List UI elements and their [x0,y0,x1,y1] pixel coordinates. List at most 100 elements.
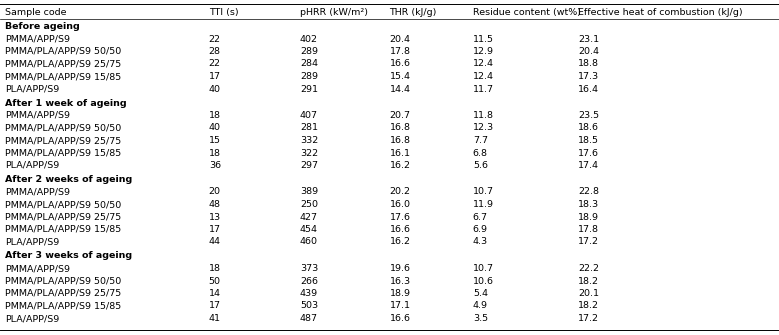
Text: Before ageing: Before ageing [5,22,79,31]
Text: THR (kJ/g): THR (kJ/g) [390,8,437,17]
Text: PMMA/PLA/APP/S9 50/50: PMMA/PLA/APP/S9 50/50 [5,276,121,285]
Text: 16.6: 16.6 [390,60,411,68]
Text: PMMA/PLA/APP/S9 15/85: PMMA/PLA/APP/S9 15/85 [5,148,121,157]
Text: PMMA/PLA/APP/S9 15/85: PMMA/PLA/APP/S9 15/85 [5,72,121,81]
Text: 16.8: 16.8 [390,124,411,133]
Text: 322: 322 [300,148,318,157]
Text: 17.8: 17.8 [390,47,411,56]
Text: 284: 284 [300,60,318,68]
Text: 17: 17 [209,302,220,311]
Text: 36: 36 [209,161,221,170]
Text: 4.9: 4.9 [473,302,488,311]
Text: 18.6: 18.6 [578,124,599,133]
Text: PMMA/PLA/APP/S9 50/50: PMMA/PLA/APP/S9 50/50 [5,47,121,56]
Text: 12.9: 12.9 [473,47,494,56]
Text: 15: 15 [209,136,220,145]
Text: 402: 402 [300,35,318,44]
Text: PMMA/APP/S9: PMMA/APP/S9 [5,111,69,120]
Text: 23.1: 23.1 [578,35,599,44]
Text: 373: 373 [300,264,318,273]
Text: 48: 48 [209,200,220,209]
Text: 50: 50 [209,276,220,285]
Text: After 3 weeks of ageing: After 3 weeks of ageing [5,252,132,261]
Text: PMMA/PLA/APP/S9 25/75: PMMA/PLA/APP/S9 25/75 [5,212,121,221]
Text: 15.4: 15.4 [390,72,411,81]
Text: 297: 297 [300,161,318,170]
Text: 16.8: 16.8 [390,136,411,145]
Text: 503: 503 [300,302,318,311]
Text: 7.7: 7.7 [473,136,488,145]
Text: 14: 14 [209,289,220,298]
Text: TTI (s): TTI (s) [209,8,238,17]
Text: 17.6: 17.6 [578,148,599,157]
Text: 11.9: 11.9 [473,200,494,209]
Text: 22.2: 22.2 [578,264,599,273]
Text: 291: 291 [300,84,318,93]
Text: 439: 439 [300,289,318,298]
Text: 18: 18 [209,148,220,157]
Text: 17.2: 17.2 [578,314,599,323]
Text: 28: 28 [209,47,220,56]
Text: PLA/APP/S9: PLA/APP/S9 [5,238,59,247]
Text: 20.1: 20.1 [578,289,599,298]
Text: PMMA/PLA/APP/S9 25/75: PMMA/PLA/APP/S9 25/75 [5,136,121,145]
Text: PMMA/PLA/APP/S9 25/75: PMMA/PLA/APP/S9 25/75 [5,60,121,68]
Text: 18.9: 18.9 [578,212,599,221]
Text: 40: 40 [209,84,220,93]
Text: 11.8: 11.8 [473,111,494,120]
Text: 17.8: 17.8 [578,225,599,234]
Text: 487: 487 [300,314,318,323]
Text: 10.7: 10.7 [473,188,494,197]
Text: 20.4: 20.4 [578,47,599,56]
Text: PMMA/APP/S9: PMMA/APP/S9 [5,188,69,197]
Text: 20.4: 20.4 [390,35,411,44]
Text: 266: 266 [300,276,318,285]
Text: pHRR (kW/m²): pHRR (kW/m²) [300,8,368,17]
Text: 332: 332 [300,136,318,145]
Text: PMMA/APP/S9: PMMA/APP/S9 [5,35,69,44]
Text: PMMA/PLA/APP/S9 50/50: PMMA/PLA/APP/S9 50/50 [5,200,121,209]
Text: Sample code: Sample code [5,8,66,17]
Text: PMMA/PLA/APP/S9 15/85: PMMA/PLA/APP/S9 15/85 [5,225,121,234]
Text: 18.2: 18.2 [578,302,599,311]
Text: PMMA/PLA/APP/S9 50/50: PMMA/PLA/APP/S9 50/50 [5,124,121,133]
Text: 17.4: 17.4 [578,161,599,170]
Text: 16.2: 16.2 [390,161,411,170]
Text: 23.5: 23.5 [578,111,599,120]
Text: 17.2: 17.2 [578,238,599,247]
Text: 454: 454 [300,225,318,234]
Text: 22: 22 [209,60,220,68]
Text: 5.4: 5.4 [473,289,488,298]
Text: 44: 44 [209,238,220,247]
Text: 460: 460 [300,238,318,247]
Text: 16.6: 16.6 [390,314,411,323]
Text: PMMA/PLA/APP/S9 25/75: PMMA/PLA/APP/S9 25/75 [5,289,121,298]
Text: 20: 20 [209,188,220,197]
Text: 18: 18 [209,111,220,120]
Text: PMMA/PLA/APP/S9 15/85: PMMA/PLA/APP/S9 15/85 [5,302,121,311]
Text: PLA/APP/S9: PLA/APP/S9 [5,84,59,93]
Text: 20.2: 20.2 [390,188,411,197]
Text: 17.6: 17.6 [390,212,411,221]
Text: 389: 389 [300,188,318,197]
Text: 18.5: 18.5 [578,136,599,145]
Text: 6.8: 6.8 [473,148,488,157]
Text: 12.3: 12.3 [473,124,494,133]
Text: 407: 407 [300,111,318,120]
Text: 20.7: 20.7 [390,111,411,120]
Text: 289: 289 [300,72,318,81]
Text: PMMA/APP/S9: PMMA/APP/S9 [5,264,69,273]
Text: 3.5: 3.5 [473,314,488,323]
Text: 18.8: 18.8 [578,60,599,68]
Text: After 2 weeks of ageing: After 2 weeks of ageing [5,175,132,184]
Text: After 1 week of ageing: After 1 week of ageing [5,98,126,108]
Text: 13: 13 [209,212,221,221]
Text: 16.0: 16.0 [390,200,411,209]
Text: 18.3: 18.3 [578,200,599,209]
Text: 12.4: 12.4 [473,72,494,81]
Text: PLA/APP/S9: PLA/APP/S9 [5,314,59,323]
Text: 16.4: 16.4 [578,84,599,93]
Text: 22.8: 22.8 [578,188,599,197]
Text: Effective heat of combustion (kJ/g): Effective heat of combustion (kJ/g) [578,8,742,17]
Text: 11.7: 11.7 [473,84,494,93]
